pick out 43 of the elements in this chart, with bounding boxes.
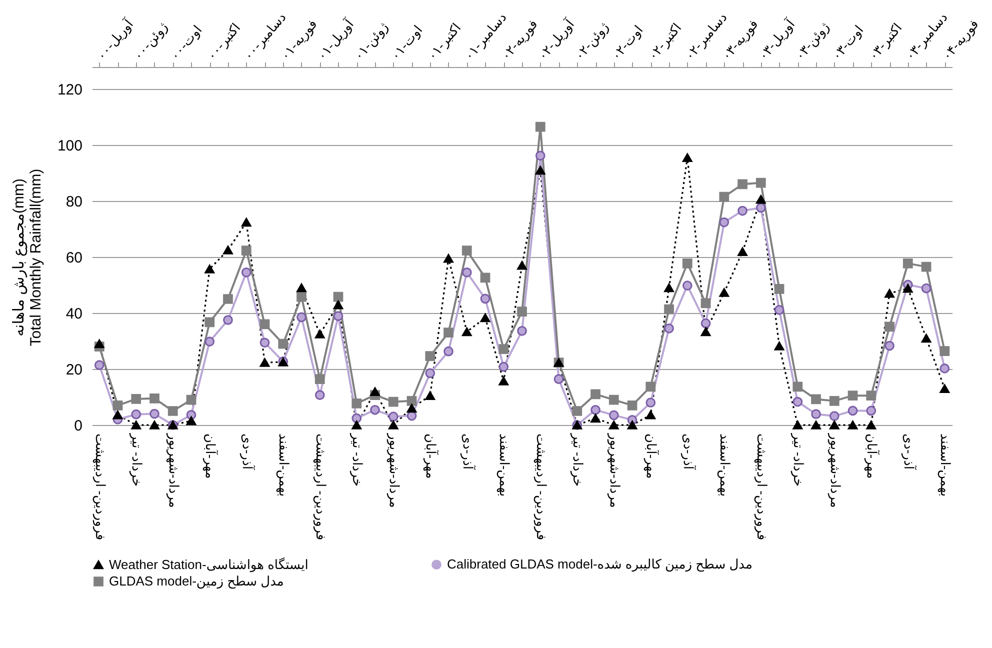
y-tick-label: 20 bbox=[66, 362, 82, 378]
y-tick-label: 0 bbox=[74, 418, 82, 434]
x-tick-label: فروردین- اردیبهشت bbox=[312, 434, 328, 540]
x-tick-label: مرداد-شهریور bbox=[826, 432, 843, 508]
x-tick-label: فروردین- اردیبهشت bbox=[92, 434, 108, 540]
x-tick-label: بهمن-اسفند bbox=[276, 434, 292, 497]
text: اکتبر-۰۳ bbox=[866, 20, 906, 64]
legend-label: GLDAS model-مدل سطح زمین bbox=[109, 574, 284, 590]
y-tick-label: 80 bbox=[66, 194, 82, 210]
x-tick-label: مهر-آبان bbox=[643, 434, 660, 479]
x-tick-label: مهر-آبان bbox=[202, 434, 220, 479]
x-tick-label: مرداد-شهریور bbox=[165, 432, 182, 508]
x-tick-label: مهر-آبان bbox=[864, 434, 881, 479]
x-tick-label: مرداد-شهریور bbox=[606, 432, 622, 508]
y-tick-label: 120 bbox=[57, 82, 82, 98]
text: اکتبر-۰۰ bbox=[204, 20, 244, 64]
legend-label: Calibrated GLDAS model-مدل سطح زمین کالیبره شده bbox=[447, 556, 752, 573]
text: اکتبر-۰۱ bbox=[424, 20, 464, 64]
x-tick-label: آذر-دی bbox=[900, 434, 918, 471]
x-tick-label: بهمن-اسفند bbox=[716, 434, 733, 497]
x-tick-label: خرداد- تیر bbox=[349, 432, 366, 487]
text: آوریل-۰۰ bbox=[92, 14, 138, 64]
y-tick-label: 40 bbox=[66, 306, 82, 322]
text: اوت-۰۰ bbox=[167, 22, 206, 64]
text: اوت-۰۱ bbox=[388, 22, 426, 64]
x-tick-label: خرداد- تیر bbox=[570, 432, 586, 487]
x-tick-label: بهمن-اسفند bbox=[496, 434, 512, 497]
x-tick-label: مهر-آبان bbox=[422, 434, 440, 479]
x-tick-label: خرداد- تیر bbox=[128, 432, 145, 487]
text: اوت-۰۲ bbox=[608, 22, 646, 64]
x-tick-label: آذر-دی bbox=[680, 434, 697, 471]
x-tick-label: خرداد- تیر bbox=[790, 432, 806, 487]
text: اوت-۰۳ bbox=[828, 22, 868, 64]
y-tick-label: 60 bbox=[66, 250, 82, 266]
x-tick-label: آذر-دی bbox=[459, 434, 476, 471]
x-tick-label: آذر-دی bbox=[238, 434, 256, 471]
x-tick-label: بهمن-اسفند bbox=[937, 434, 954, 497]
x-tick-label: فروردین- اردیبهشت bbox=[532, 434, 549, 540]
x-tick-label: فروردین- اردیبهشت bbox=[753, 434, 770, 540]
x-tick-label: مرداد-شهریور bbox=[386, 432, 402, 508]
y-tick-label: 100 bbox=[57, 138, 82, 154]
text: اکتبر-۰۲ bbox=[645, 20, 685, 64]
legend-label: Weather Station-ایستگاه هواشناسی bbox=[109, 556, 308, 573]
